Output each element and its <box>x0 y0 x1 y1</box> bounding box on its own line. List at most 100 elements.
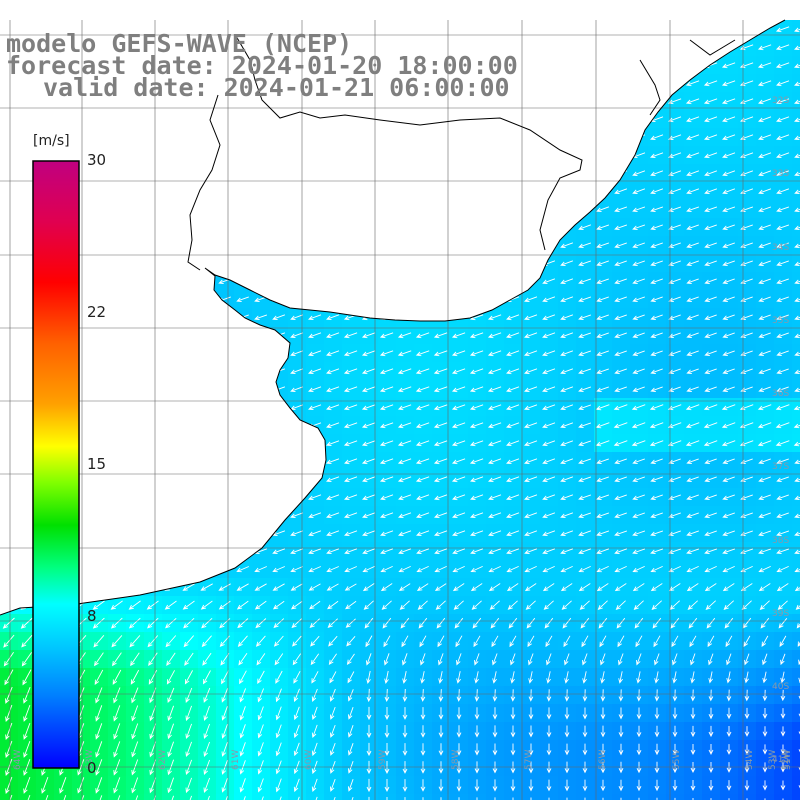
wind-arrow <box>470 565 483 573</box>
wind-arrow <box>23 687 31 704</box>
wind-arrow <box>185 741 193 758</box>
wind-arrow <box>579 600 590 610</box>
wind-arrow <box>397 386 412 393</box>
wind-arrow <box>418 617 428 629</box>
wind-arrow <box>524 332 538 339</box>
wind-speed-cell <box>306 794 324 800</box>
wind-arrow <box>650 314 663 320</box>
wind-arrow <box>113 741 121 758</box>
wind-arrow <box>704 494 717 501</box>
wind-arrow <box>95 687 103 704</box>
wind-arrow <box>386 797 388 800</box>
wind-arrow <box>776 565 789 573</box>
wind-arrow <box>5 776 13 794</box>
wind-arrow <box>614 512 627 519</box>
wind-arrow <box>201 635 212 648</box>
wind-arrow <box>203 670 211 685</box>
wind-arrow <box>362 494 376 501</box>
wind-speed-cell <box>666 794 684 800</box>
wind-arrow <box>794 315 800 321</box>
wind-arrow <box>686 296 699 302</box>
wind-arrow <box>308 566 321 573</box>
wind-arrow <box>650 350 663 356</box>
wind-arrow <box>524 583 537 592</box>
wind-arrow <box>650 332 663 338</box>
wind-arrow <box>667 440 682 447</box>
wind-arrow <box>329 671 337 684</box>
wind-arrow <box>722 188 736 195</box>
wind-arrow <box>632 350 645 356</box>
wind-arrow <box>744 653 750 666</box>
wind-arrow <box>474 743 480 756</box>
wind-arrow <box>347 725 354 738</box>
wind-arrow <box>326 458 340 465</box>
wind-arrow <box>758 242 771 249</box>
wind-arrow <box>560 422 574 429</box>
wind-arrow <box>311 688 318 702</box>
wind-arrow <box>596 512 610 519</box>
wind-arrow <box>560 332 574 339</box>
wind-speed-cell <box>792 614 800 632</box>
wind-arrow <box>530 797 532 800</box>
wind-arrow <box>366 688 372 703</box>
wind-arrow <box>524 296 538 303</box>
wind-speed-cell <box>792 74 800 92</box>
wind-arrow <box>780 653 786 666</box>
wind-arrow <box>722 278 735 284</box>
wind-arrow <box>685 422 700 429</box>
wind-arrow <box>201 617 213 629</box>
wind-arrow <box>650 476 663 483</box>
wind-arrow <box>703 404 718 411</box>
wind-arrow <box>290 368 304 375</box>
wind-arrow <box>379 350 394 357</box>
wind-arrow <box>254 600 267 610</box>
wind-arrow <box>438 725 444 738</box>
wind-arrow <box>381 600 392 610</box>
coordinate-labels: 32S 33S 34S 35S 36S 37S 38S 39S 40S 41S 64W 63W 62W 6… <box>13 96 793 770</box>
wind-arrow <box>506 314 520 321</box>
wind-arrow <box>722 242 735 249</box>
wind-speed-cell <box>702 794 720 800</box>
wind-arrow <box>563 635 571 648</box>
wind-arrow <box>128 600 141 610</box>
wind-speed-cell <box>792 488 800 506</box>
wind-speed-cell <box>144 794 162 800</box>
wind-arrow <box>361 368 376 375</box>
wind-arrow <box>794 261 800 267</box>
wind-speed-cell <box>450 794 468 800</box>
colorbar-tick-label: 22 <box>87 303 107 321</box>
wind-arrow <box>722 170 736 177</box>
wind-speed-cell <box>792 578 800 596</box>
wind-arrow <box>366 670 371 685</box>
wind-arrow <box>632 583 645 592</box>
wind-arrow <box>257 742 264 757</box>
wind-arrow <box>415 440 430 447</box>
wind-arrow <box>668 206 682 213</box>
wind-arrow <box>596 278 609 285</box>
wind-arrow <box>95 705 103 722</box>
wind-arrow <box>668 188 682 195</box>
wind-arrow <box>469 422 484 429</box>
wind-arrow <box>379 422 394 429</box>
wind-arrow <box>524 548 538 555</box>
wind-arrow <box>273 618 285 629</box>
wind-arrow <box>476 797 478 800</box>
wind-arrow <box>512 797 514 800</box>
wind-arrow <box>704 170 718 177</box>
wind-arrow <box>474 671 479 684</box>
wind-arrow <box>379 476 394 483</box>
wind-arrow <box>379 458 394 465</box>
wind-arrow <box>237 618 249 629</box>
wind-arrow <box>620 797 622 800</box>
wind-arrow <box>618 707 624 720</box>
wind-arrow <box>635 635 643 648</box>
wind-arrow <box>776 152 790 159</box>
wind-arrow <box>261 796 264 800</box>
wind-speed-cell <box>162 794 180 800</box>
wind-arrow <box>632 565 645 573</box>
wind-arrow <box>361 404 376 411</box>
wind-arrow <box>776 224 790 231</box>
wind-arrow <box>545 635 553 648</box>
wind-arrow <box>542 278 556 285</box>
wind-arrow <box>688 617 698 629</box>
